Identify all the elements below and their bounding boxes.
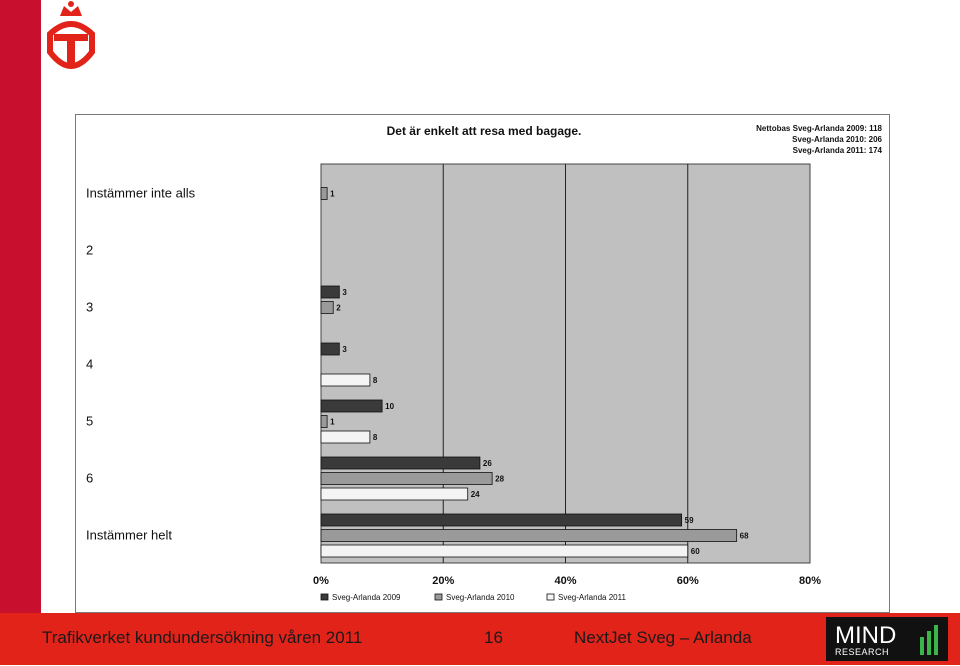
- nettobas-line-1: Nettobas Sveg-Arlanda 2009: 118: [756, 124, 882, 133]
- x-tick-label: 20%: [432, 575, 454, 587]
- legend-swatch: [434, 593, 443, 601]
- data-label: 8: [373, 376, 378, 385]
- data-label: 3: [342, 345, 347, 354]
- legend-swatch: [320, 593, 329, 601]
- nettobas-line-2: Sveg-Arlanda 2010: 206: [792, 135, 882, 144]
- chart-panel: 1 3 2 3 8 10 1 8 26 28 24 59 68 60 Instämmer inte all…: [75, 114, 890, 613]
- data-label: 2: [336, 304, 341, 313]
- bar: [320, 285, 340, 299]
- bar: [320, 415, 328, 428]
- bar: [320, 513, 683, 527]
- mind-research-logo: MIND RESEARCH: [826, 617, 948, 661]
- bar: [320, 544, 689, 558]
- bar: [320, 342, 340, 356]
- bar: [320, 529, 738, 542]
- x-tick-label: 0%: [313, 575, 329, 587]
- data-label: 59: [685, 516, 694, 525]
- chart-title: Det är enkelt att resa med bagage.: [387, 124, 582, 138]
- category-label: 2: [86, 243, 93, 258]
- left-accent-strip: [0, 0, 41, 665]
- research-logo-text: RESEARCH: [835, 647, 889, 657]
- mind-logo-text: MIND: [835, 622, 896, 649]
- category-label: Instämmer inte alls: [86, 186, 196, 201]
- legend-label: Sveg-Arlanda 2011: [558, 593, 626, 602]
- category-label: 4: [86, 357, 93, 372]
- data-label: 10: [385, 402, 394, 411]
- category-label: 3: [86, 300, 93, 315]
- x-tick-label: 80%: [799, 575, 821, 587]
- logo-bar-icon: [934, 625, 938, 655]
- footer-page-number: 16: [484, 628, 503, 647]
- category-label: 5: [86, 414, 93, 429]
- data-label: 1: [330, 190, 335, 199]
- data-label: 1: [330, 418, 335, 427]
- footer-bar: [0, 613, 960, 665]
- trafikverket-logo: [47, 1, 95, 69]
- x-tick-label: 60%: [677, 575, 699, 587]
- bar: [320, 399, 383, 413]
- data-label: 68: [740, 532, 749, 541]
- data-label: 60: [691, 547, 700, 556]
- x-tick-label: 40%: [554, 575, 576, 587]
- legend-label: Sveg-Arlanda 2009: [332, 593, 401, 602]
- bar: [320, 430, 371, 444]
- bar: [320, 487, 469, 501]
- bar: [320, 301, 334, 314]
- nettobas-line-3: Sveg-Arlanda 2011: 174: [793, 146, 883, 155]
- data-label: 8: [373, 433, 378, 442]
- legend-swatch: [546, 593, 555, 601]
- legend-label: Sveg-Arlanda 2010: [446, 593, 515, 602]
- logo-bar-icon: [927, 631, 931, 655]
- bar: [320, 187, 328, 200]
- data-label: 26: [483, 459, 492, 468]
- category-label: Instämmer helt: [86, 528, 172, 543]
- bar: [320, 373, 371, 387]
- footer-survey-title: Trafikverket kundundersökning våren 2011: [42, 628, 363, 647]
- logo-bar-icon: [920, 637, 924, 655]
- data-label: 3: [342, 288, 347, 297]
- data-label: 24: [471, 490, 480, 499]
- bar: [320, 472, 493, 485]
- data-label: 28: [495, 475, 504, 484]
- bar: [320, 456, 481, 470]
- footer-route: NextJet Sveg – Arlanda: [574, 628, 752, 647]
- category-label: 6: [86, 471, 93, 486]
